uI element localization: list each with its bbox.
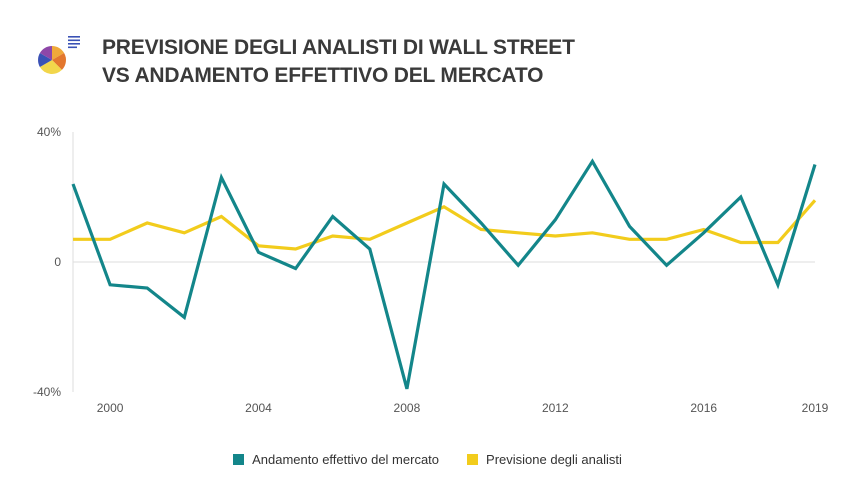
series-line-forecast xyxy=(73,199,817,251)
x-tick-label: 2004 xyxy=(245,401,272,415)
y-tick-label: 40% xyxy=(37,125,61,139)
y-tick-label: 0 xyxy=(54,255,61,269)
x-tick-label: 2012 xyxy=(542,401,569,415)
legend-swatch-actual xyxy=(233,454,245,465)
legend-item-forecast: Previsione degli analisti xyxy=(467,452,622,467)
chart-title-line-2: VS ANDAMENTO EFFETTIVO DEL MERCATO xyxy=(102,64,544,87)
legend-label-actual: Andamento effettivo del mercato xyxy=(252,452,440,467)
pie-chart-icon xyxy=(36,36,84,84)
x-tick-label: 2000 xyxy=(97,401,124,415)
x-tick-label: 2016 xyxy=(690,401,717,415)
y-tick-label: -40% xyxy=(33,385,61,399)
legend-item-actual: Andamento effettivo del mercato xyxy=(233,452,439,467)
chart-legend: Andamento effettivo del mercato Previsio… xyxy=(0,452,855,467)
series-line-actual xyxy=(71,158,817,390)
chart-title-line-1: PREVISIONE DEGLI ANALISTI DI WALL STREET xyxy=(102,36,575,59)
x-tick-label: 2008 xyxy=(394,401,421,415)
legend-label-forecast: Previsione degli analisti xyxy=(486,452,622,467)
legend-swatch-forecast xyxy=(467,454,479,465)
chart-title: PREVISIONE DEGLI ANALISTI DI WALL STREET… xyxy=(102,34,575,90)
x-tick-label: 2019 xyxy=(802,401,829,415)
